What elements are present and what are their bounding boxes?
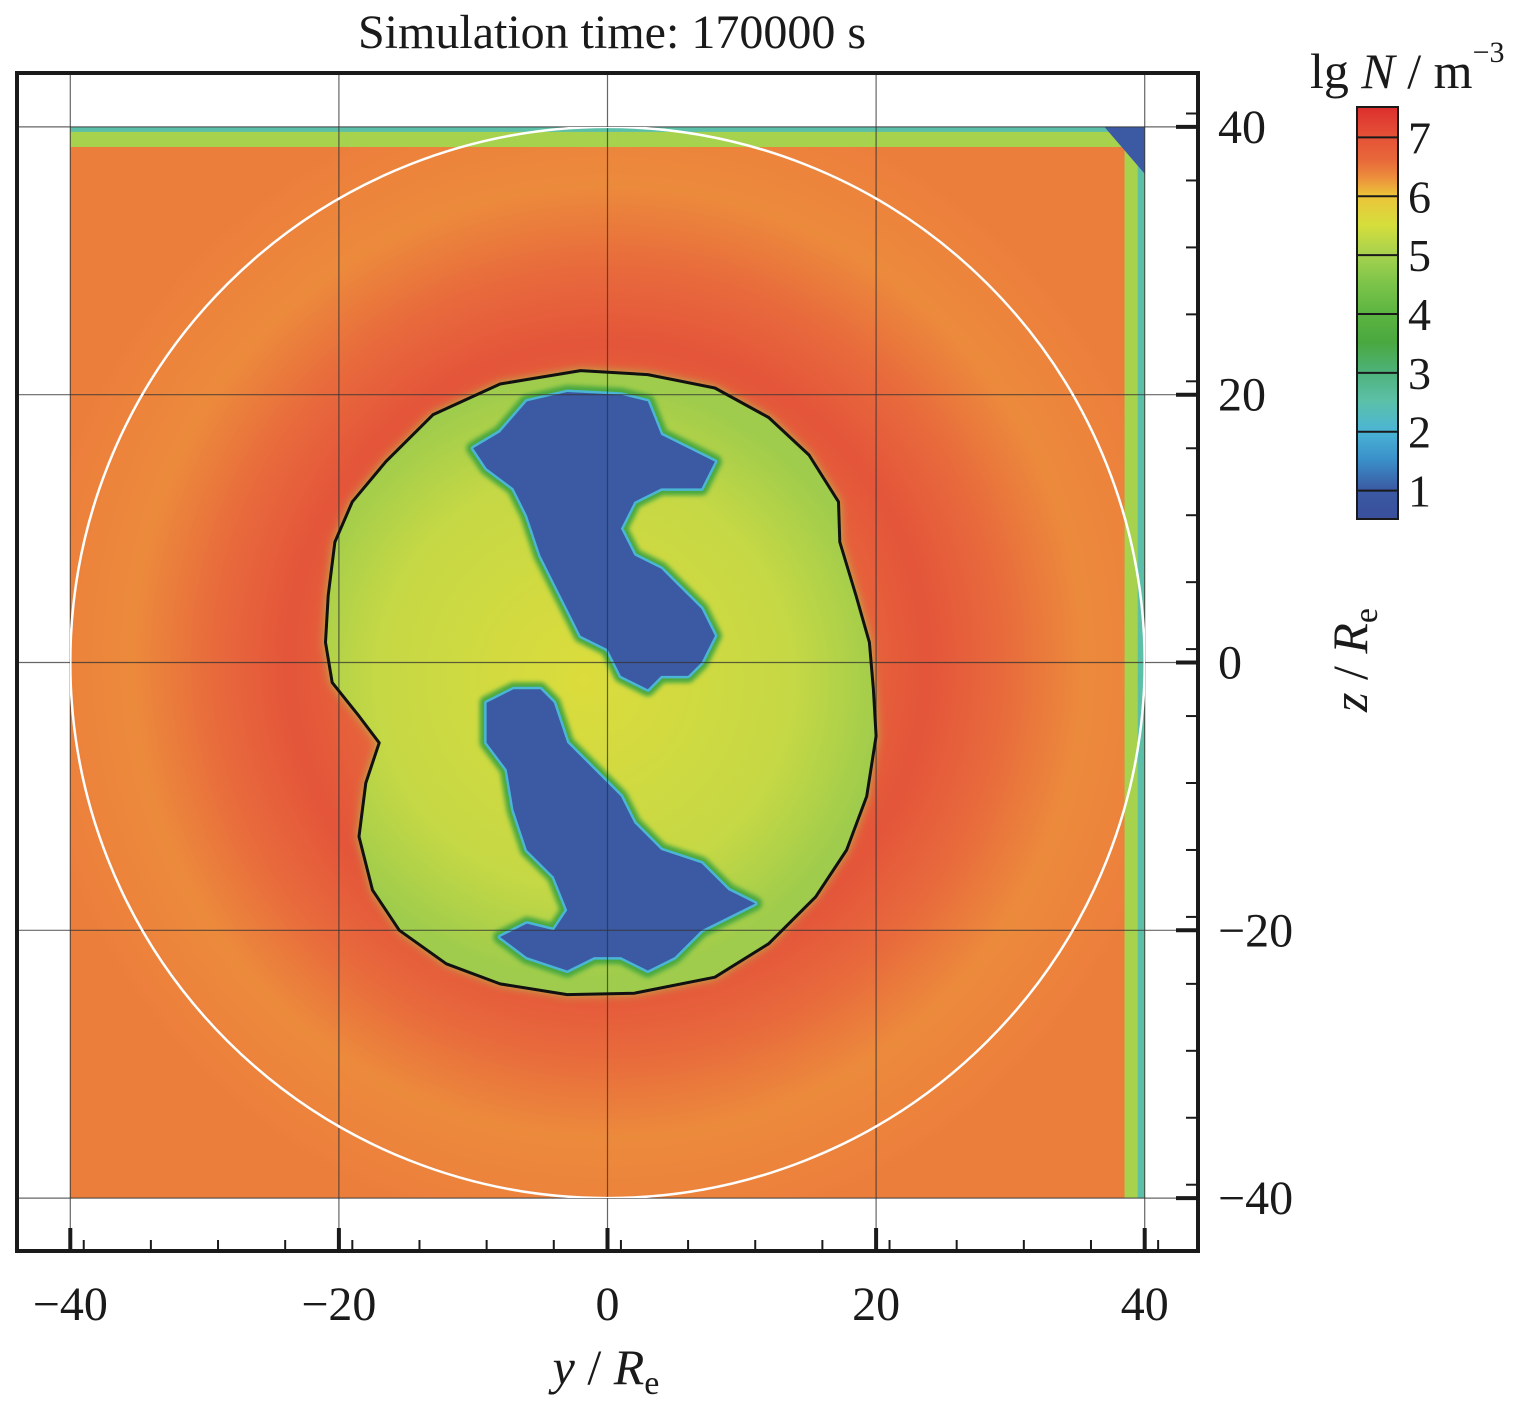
y-axis-sym: R (1322, 623, 1378, 655)
colorbar-unit: m (1434, 43, 1473, 99)
x-tick-label: −40 (33, 1278, 108, 1331)
colorbar-tick-label: 2 (1408, 407, 1431, 458)
black-contour (324, 369, 878, 997)
y-axis: 40 20 0 −20 −40 (1176, 101, 1293, 1225)
colorbar-ticks: 1 2 3 4 5 6 7 (1357, 112, 1431, 517)
colorbar-tick-label: 1 (1408, 466, 1431, 517)
y-tick-label: −40 (1218, 1172, 1293, 1225)
y-tick-label: −20 (1218, 904, 1293, 957)
x-axis-sub: e (644, 1365, 659, 1402)
y-axis-sep: / (1322, 654, 1378, 693)
colorbar-var: N (1360, 43, 1397, 99)
y-tick-label: 0 (1218, 637, 1242, 690)
colorbar-title: lg N / m−3 (1310, 36, 1505, 99)
x-axis-var: y (548, 1339, 576, 1395)
x-tick-label: 20 (852, 1278, 900, 1331)
y-axis-title: z / Re (1322, 608, 1385, 713)
colorbar-sep: / (1395, 43, 1434, 99)
x-tick-label: −20 (301, 1278, 376, 1331)
colorbar-exp: −3 (1473, 36, 1505, 69)
colorbar-tick-label: 5 (1408, 230, 1431, 281)
inner-region-fill (325, 370, 877, 995)
x-axis-sym: R (613, 1339, 645, 1395)
inner-region (325, 370, 877, 995)
colorbar-tick-label: 4 (1408, 289, 1431, 340)
y-tick-label: 20 (1218, 369, 1266, 422)
chart-title: Simulation time: 170000 s (358, 6, 866, 59)
cavity-upper (473, 392, 715, 690)
cavity-lower (486, 689, 756, 971)
white-circle (70, 127, 1145, 1198)
x-axis-sep: / (575, 1339, 614, 1395)
x-axis-title: y / Re (548, 1339, 660, 1402)
y-tick-label: 40 (1218, 101, 1266, 154)
cavity-regions (466, 385, 763, 978)
colorbar-tick-label: 3 (1408, 348, 1431, 399)
y-axis-sub: e (1348, 608, 1385, 623)
corner-cavity (1104, 127, 1145, 174)
colorbar-prefix: lg (1310, 43, 1361, 99)
x-tick-label: 40 (1121, 1278, 1169, 1331)
y-axis-var: z (1322, 693, 1378, 713)
overlay-lines (70, 127, 1145, 1198)
x-axis: −40 −20 0 20 40 (33, 1228, 1169, 1331)
colorbar-tick-label: 6 (1408, 171, 1431, 222)
colorbar-tick-label: 7 (1408, 112, 1431, 163)
x-tick-label: 0 (596, 1278, 620, 1331)
